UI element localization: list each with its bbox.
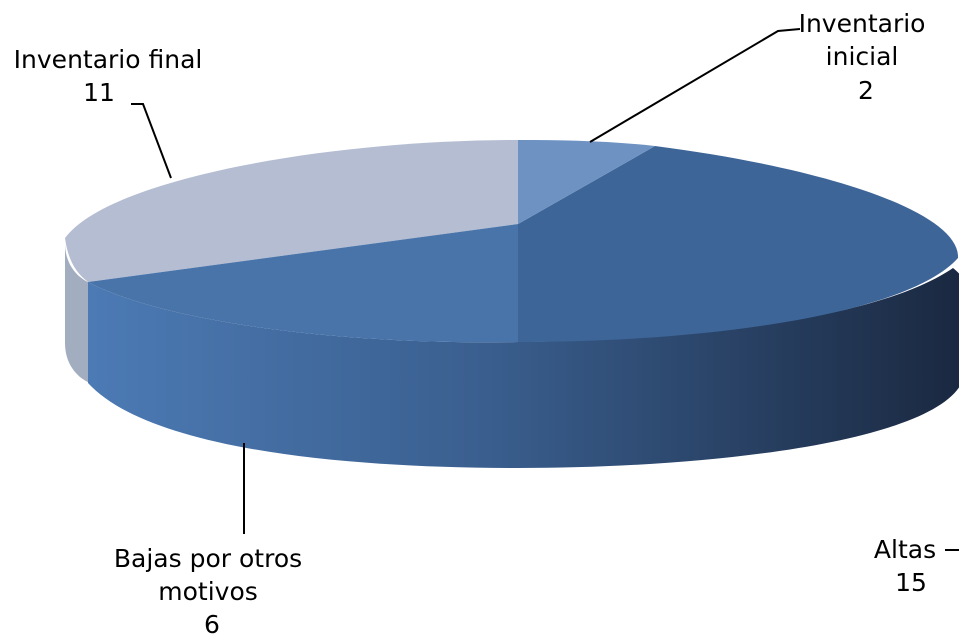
- label-inicial-line1: Inventario: [799, 9, 926, 38]
- slice-side-inventario-final: [65, 243, 90, 383]
- label-final-line1: Inventario final: [14, 45, 203, 74]
- slice-inventario-final: [65, 140, 518, 282]
- slice-altas: [518, 146, 959, 342]
- label-altas-value: 15: [895, 568, 927, 597]
- label-bajas-line1: Bajas por otros: [114, 544, 302, 573]
- data-label-inventario-final: Inventario final 11: [14, 45, 211, 107]
- data-label-inventario-inicial: Inventario inicial 2: [799, 9, 934, 105]
- slice-bajas: [88, 224, 518, 343]
- leader-line-inventario-final: [131, 103, 172, 179]
- data-label-altas: Altas 15: [874, 535, 944, 597]
- label-bajas-value: 6: [204, 610, 220, 637]
- slice-inventario-inicial: [518, 140, 655, 224]
- label-inicial-value: 2: [858, 76, 874, 105]
- label-inicial-line2: inicial: [826, 42, 899, 71]
- data-label-bajas: Bajas por otros motivos 6: [114, 544, 310, 637]
- leader-line-inventario-inicial: [589, 28, 801, 143]
- slice-side-front: [88, 268, 959, 468]
- label-altas-line1: Altas: [874, 535, 936, 564]
- label-bajas-line2: motivos: [158, 577, 258, 606]
- label-final-value: 11: [83, 78, 115, 107]
